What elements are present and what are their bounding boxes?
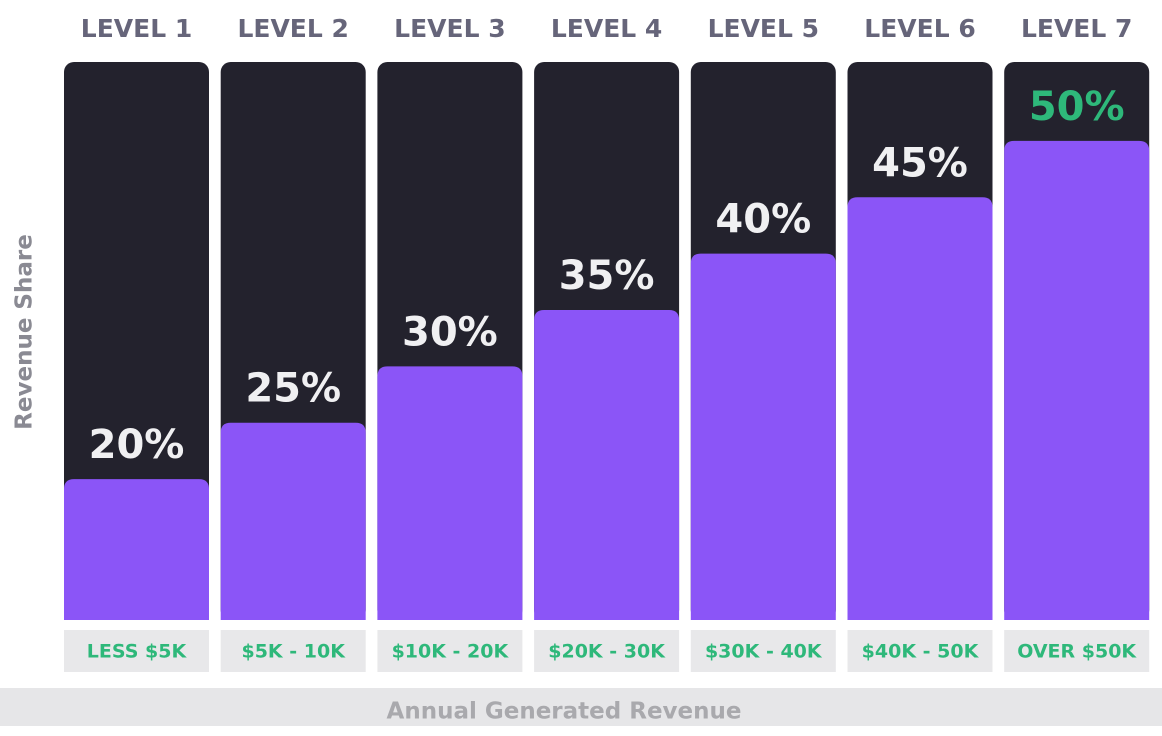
value-label: 35% xyxy=(559,253,655,299)
bar xyxy=(847,197,993,621)
level-label: LEVEL 2 xyxy=(237,14,348,43)
x-label-band xyxy=(0,688,1162,726)
range-box xyxy=(534,630,680,672)
bar xyxy=(1004,140,1150,620)
y-axis-label: Revenue Share xyxy=(12,234,38,430)
range-box xyxy=(690,630,836,672)
range-label: $40K - 50K xyxy=(862,641,980,663)
value-label: 25% xyxy=(245,366,341,412)
value-label: 50% xyxy=(1029,84,1125,130)
range-box xyxy=(377,630,523,672)
value-label: 20% xyxy=(89,422,185,468)
bar xyxy=(377,366,523,620)
value-label: 40% xyxy=(715,197,811,243)
value-label: 45% xyxy=(872,140,968,186)
range-label: $5K - 10K xyxy=(241,641,346,663)
bar xyxy=(64,479,209,620)
level-label: LEVEL 3 xyxy=(394,14,505,43)
bar xyxy=(220,422,366,620)
level-label: LEVEL 4 xyxy=(551,14,662,43)
bar xyxy=(534,310,680,620)
range-label: LESS $5K xyxy=(87,641,188,663)
value-label: 30% xyxy=(402,309,498,355)
bar xyxy=(690,253,836,621)
x-axis-label: Annual Generated Revenue xyxy=(387,699,742,725)
range-box xyxy=(64,630,209,672)
range-box xyxy=(1004,630,1150,672)
range-label: $20K - 30K xyxy=(548,641,666,663)
range-box xyxy=(220,630,366,672)
range-label: $30K - 40K xyxy=(705,641,823,663)
range-box xyxy=(847,630,993,672)
level-label: LEVEL 6 xyxy=(864,14,975,43)
range-label: OVER $50K xyxy=(1017,641,1137,663)
range-label: $10K - 20K xyxy=(392,641,510,663)
level-label: LEVEL 5 xyxy=(708,14,819,43)
level-label: LEVEL 7 xyxy=(1021,14,1132,43)
level-label: LEVEL 1 xyxy=(81,14,192,43)
